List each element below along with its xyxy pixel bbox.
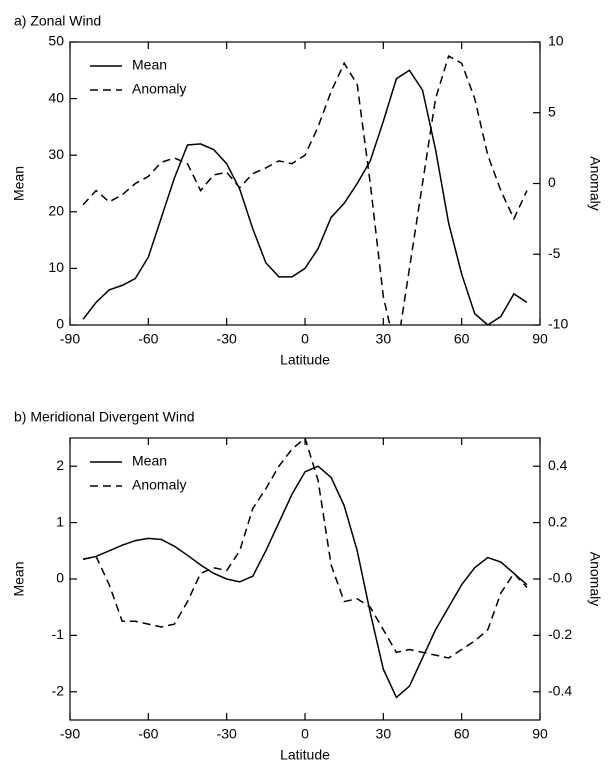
y-tick-label: 50 xyxy=(48,33,64,49)
y2-axis-label: Anomaly xyxy=(587,552,603,606)
y-tick-label: 0 xyxy=(56,316,64,332)
y-tick-label: 20 xyxy=(48,203,64,219)
y-tick-label: 0 xyxy=(56,570,64,586)
y2-tick-label: -0.2 xyxy=(548,626,572,642)
y-axis-label: Mean xyxy=(11,561,27,596)
x-tick-label: 60 xyxy=(454,726,470,742)
y-axis-label: Mean xyxy=(11,166,27,201)
legend-label: Anomaly xyxy=(132,81,186,97)
y2-tick-label: 10 xyxy=(548,33,564,49)
x-tick-label: 90 xyxy=(532,726,548,742)
line-series xyxy=(82,465,528,699)
y2-tick-label: -0.0 xyxy=(548,570,572,586)
line-series xyxy=(82,69,528,325)
x-tick-label: -60 xyxy=(138,331,158,347)
y2-tick-label: -10 xyxy=(548,316,568,332)
y2-tick-label: 0.2 xyxy=(548,513,568,529)
y-tick-label: 10 xyxy=(48,259,64,275)
x-tick-label: 30 xyxy=(376,726,392,742)
x-tick-label: -60 xyxy=(138,726,158,742)
x-tick-label: -90 xyxy=(60,726,80,742)
legend-label: Anomaly xyxy=(132,477,186,493)
y-tick-label: -2 xyxy=(52,683,65,699)
x-tick-label: 0 xyxy=(301,726,309,742)
y-tick-label: 40 xyxy=(48,89,64,105)
y-tick-label: 2 xyxy=(56,457,64,473)
x-tick-label: 0 xyxy=(301,331,309,347)
y-tick-label: 1 xyxy=(56,513,64,529)
x-axis-label: Latitude xyxy=(280,747,330,763)
x-axis-label: Latitude xyxy=(280,352,330,368)
x-tick-label: -90 xyxy=(60,331,80,347)
y2-tick-label: -0.4 xyxy=(548,683,572,699)
x-tick-label: 90 xyxy=(532,331,548,347)
chart-title: a) Zonal Wind xyxy=(14,13,101,29)
y-tick-label: -1 xyxy=(52,626,65,642)
y-tick-label: 30 xyxy=(48,146,64,162)
chart: a) Zonal Wind Latitude Mean Anomaly -90 -60 -3… xyxy=(11,13,604,368)
legend-label: Mean xyxy=(132,453,167,469)
x-tick-label: 30 xyxy=(376,331,392,347)
line-series xyxy=(82,55,528,325)
y2-tick-label: 0 xyxy=(548,174,556,190)
x-tick-label: -30 xyxy=(217,331,237,347)
y2-axis-label: Anomaly xyxy=(587,156,603,210)
chart: b) Meridional Divergent Wind Latitude Mean… xyxy=(11,409,604,763)
y2-tick-label: -5 xyxy=(548,245,561,261)
x-tick-label: -30 xyxy=(217,726,237,742)
chart-title: b) Meridional Divergent Wind xyxy=(14,409,195,425)
y2-tick-label: 0.4 xyxy=(548,457,568,473)
x-tick-label: 60 xyxy=(454,331,470,347)
y2-tick-label: 5 xyxy=(548,103,556,119)
legend-label: Mean xyxy=(132,57,167,73)
line-series xyxy=(82,438,528,659)
